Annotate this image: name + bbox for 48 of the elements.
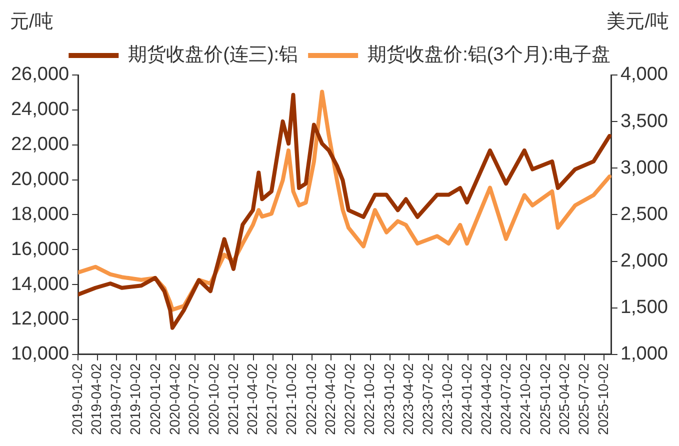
y2-tick-label: 2,500 [620,204,668,225]
y2-tick-label: 2,000 [620,250,668,272]
y-axis-title: 元/吨 [10,12,54,33]
x-tick-label: 2023-10-02 [439,363,456,436]
legend-label: 期货收盘价(连三):铝 [128,44,298,66]
x-tick-label: 2022-04-02 [322,363,338,436]
x-tick-label: 2025-04-02 [556,363,572,436]
y-tick-label: 22,000 [10,134,70,156]
y-tick-label: 24,000 [10,99,70,120]
x-tick-label: 2020-01-02 [146,363,163,436]
y2-tick-label: 3,500 [620,110,668,132]
x-tick-label: 2025-10-02 [595,363,612,436]
x-tick-label: 2023-07-02 [419,363,436,436]
x-tick-label: 2022-07-02 [342,363,358,436]
y-tick-label: 14,000 [10,274,70,295]
y2-tick-label: 4,000 [620,64,668,86]
x-tick-label: 2021-01-02 [224,363,241,436]
x-tick-label: 2020-07-02 [186,363,202,436]
x-tick-label: 2020-04-02 [166,363,182,436]
x-tick-label: 2022-10-02 [361,363,378,436]
legend-label: 期货收盘价:铝(3个月):电子盘 [368,44,610,66]
y-tick-label: 18,000 [10,204,70,225]
y2-axis-title: 美元/吨 [606,10,669,33]
x-tick-label: 2021-04-02 [244,363,260,436]
x-tick-label: 2019-10-02 [127,363,144,436]
x-tick-label: 2023-04-02 [400,363,416,436]
x-tick-label: 2021-07-02 [264,363,280,436]
x-tick-label: 2025-07-02 [575,363,592,436]
x-tick-label: 2019-01-02 [68,363,85,436]
x-tick-label: 2022-01-02 [302,363,319,436]
y2-tick-label: 3,000 [620,157,668,178]
y-tick-label: 26,000 [10,64,70,86]
x-tick-label: 2019-04-02 [88,363,104,436]
x-tick-label: 2024-07-02 [498,363,514,436]
x-tick-label: 2023-01-02 [380,363,397,436]
y-tick-label: 16,000 [10,238,70,260]
y-tick-label: 12,000 [10,308,70,330]
x-tick-label: 2021-10-02 [283,363,300,436]
y-tick-label: 10,000 [10,344,70,365]
x-tick-label: 2019-07-02 [108,363,124,436]
y2-tick-label: 1,500 [620,297,668,318]
y-tick-label: 20,000 [10,169,70,190]
x-tick-label: 2024-10-02 [517,363,534,436]
y2-tick-label: 1,000 [620,344,668,365]
x-tick-label: 2025-01-02 [536,363,553,436]
x-tick-label: 2024-04-02 [478,363,494,436]
x-tick-label: 2020-10-02 [205,363,222,436]
x-tick-label: 2024-01-02 [458,363,475,436]
